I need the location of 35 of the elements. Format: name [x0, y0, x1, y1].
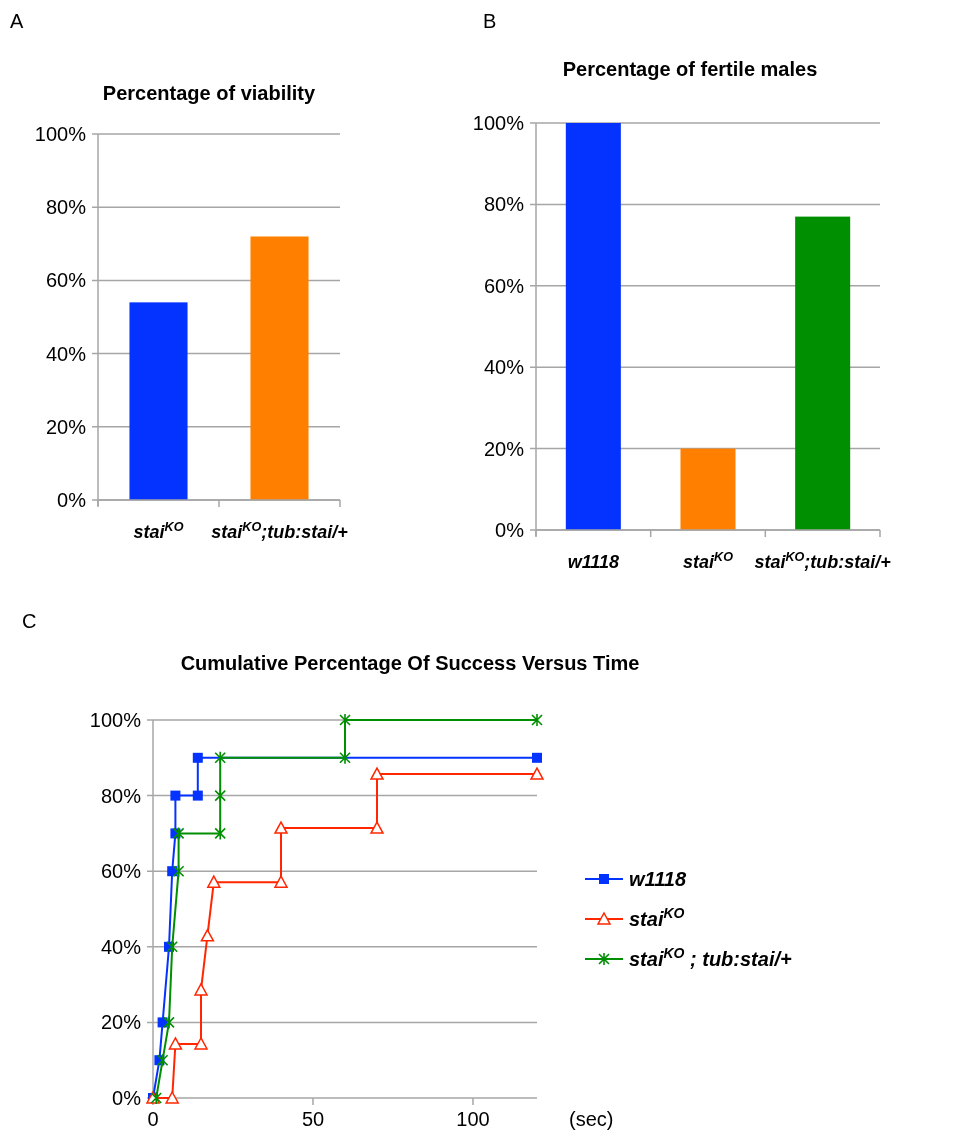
chart-title: Cumulative Percentage Of Success Versus Time: [180, 652, 640, 674]
y-tick-label: 20%: [100, 1011, 142, 1034]
x-tick-label: 50: [301, 1108, 325, 1130]
chart-title: Percentage of fertile males: [562, 58, 818, 80]
x-tick-label: 100: [456, 1108, 490, 1130]
y-tick-label: 80%: [483, 193, 525, 216]
y-tick-label: 40%: [483, 356, 525, 379]
chart-title: Percentage of viability: [102, 82, 317, 104]
legend-label: stai$^{KO}$: [629, 905, 685, 930]
x-tick-label: stai$^{KO}$;tub:stai/+: [754, 550, 892, 572]
y-tick-label: 60%: [45, 269, 87, 292]
y-tick-label: 100%: [34, 123, 87, 145]
x-axis-title: (sec): [569, 1108, 614, 1130]
text: B: [483, 10, 497, 32]
y-tick-label: 40%: [45, 342, 87, 365]
x-tick-label: 0: [147, 1108, 159, 1130]
y-tick-label: 60%: [483, 274, 525, 297]
y-tick-label: 100%: [472, 112, 525, 134]
y-tick-label: 100%: [89, 709, 142, 731]
text: C: [22, 610, 37, 632]
x-tick-label: stai$^{KO}$;tub:stai/+: [211, 520, 349, 542]
legend-label: stai$^{KO}$ ; tub:stai/+: [629, 945, 793, 970]
y-tick-label: 80%: [100, 784, 142, 807]
y-tick-label: 0%: [495, 519, 525, 541]
y-tick-label: 0%: [112, 1087, 142, 1109]
text: A: [10, 10, 24, 32]
y-tick-label: 40%: [100, 935, 142, 958]
y-tick-label: 80%: [45, 196, 87, 219]
y-tick-label: 0%: [57, 489, 87, 511]
y-tick-label: 20%: [45, 415, 87, 438]
y-tick-label: 60%: [100, 860, 142, 883]
x-tick-label: stai$^{KO}$: [683, 550, 734, 572]
y-tick-label: 20%: [483, 437, 525, 460]
x-tick-label: w1118: [567, 552, 620, 572]
legend-label: w1118: [629, 868, 687, 890]
